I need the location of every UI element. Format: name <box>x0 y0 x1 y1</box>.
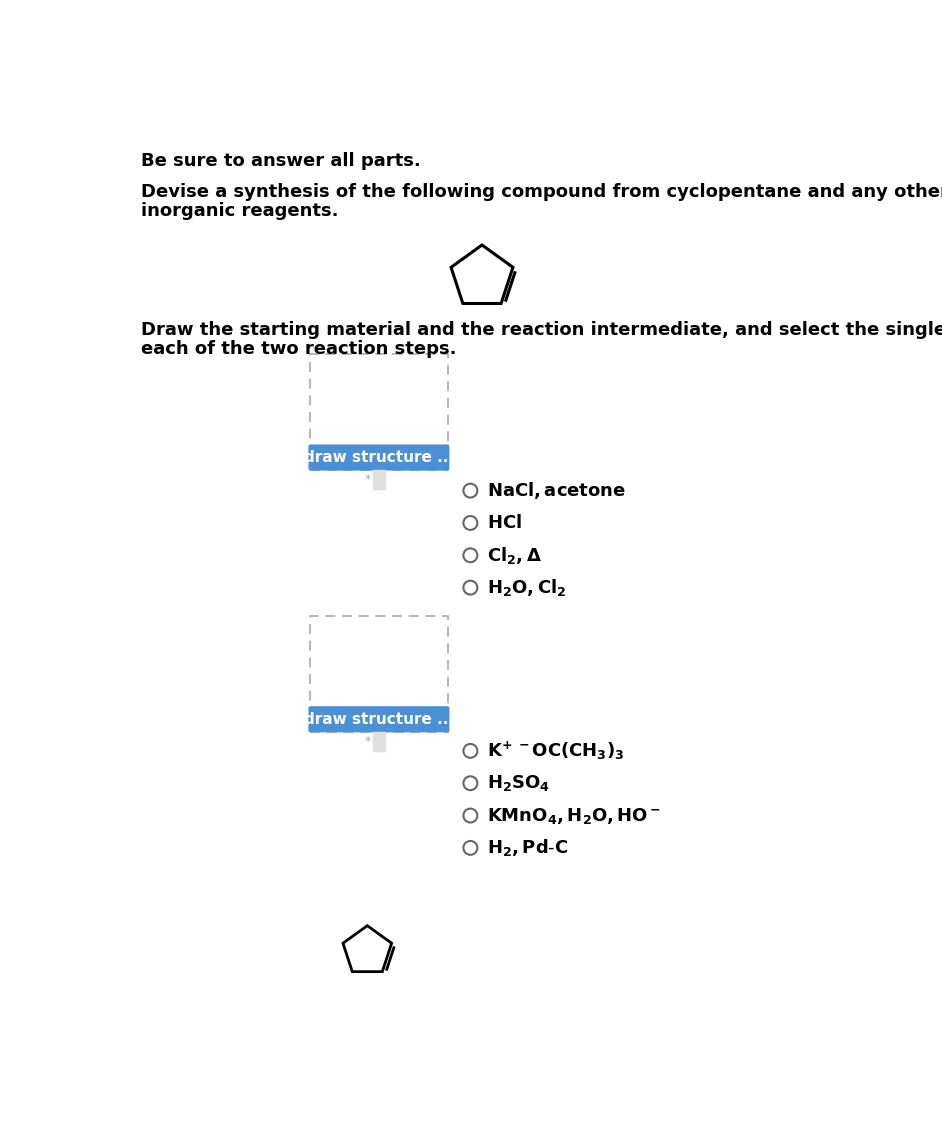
Text: $\mathbf{H_2, Pd\text{-}C}$: $\mathbf{H_2, Pd\text{-}C}$ <box>487 837 569 859</box>
Text: *: * <box>365 735 371 747</box>
FancyBboxPatch shape <box>308 444 449 471</box>
Text: inorganic reagents.: inorganic reagents. <box>141 202 338 220</box>
Text: draw structure ...: draw structure ... <box>304 711 454 727</box>
Text: $\mathbf{HCl}$: $\mathbf{HCl}$ <box>487 514 522 532</box>
Text: Draw the starting material and the reaction intermediate, and select the single : Draw the starting material and the react… <box>141 321 942 339</box>
Text: $\mathbf{H_2SO_4}$: $\mathbf{H_2SO_4}$ <box>487 773 550 794</box>
Text: draw structure ...: draw structure ... <box>304 450 454 465</box>
Text: Devise a synthesis of the following compound from cyclopentane and any other req: Devise a synthesis of the following comp… <box>141 182 942 200</box>
Bar <box>310 354 447 470</box>
Text: $\mathbf{KMnO_4, H_2O, HO^-}$: $\mathbf{KMnO_4, H_2O, HO^-}$ <box>487 806 661 825</box>
Bar <box>310 616 447 732</box>
Text: Be sure to answer all parts.: Be sure to answer all parts. <box>141 152 421 170</box>
FancyBboxPatch shape <box>308 706 449 733</box>
Text: each of the two reaction steps.: each of the two reaction steps. <box>141 341 457 359</box>
Text: $\mathbf{Cl_2, \Delta}$: $\mathbf{Cl_2, \Delta}$ <box>487 545 543 565</box>
Text: $\mathbf{H_2O, Cl_2}$: $\mathbf{H_2O, Cl_2}$ <box>487 577 567 598</box>
Text: $\mathbf{K^{+\ -}OC(CH_3)_3}$: $\mathbf{K^{+\ -}OC(CH_3)_3}$ <box>487 740 625 762</box>
Text: $\mathbf{NaCl, acetone}$: $\mathbf{NaCl, acetone}$ <box>487 480 626 501</box>
Text: *: * <box>365 473 371 486</box>
